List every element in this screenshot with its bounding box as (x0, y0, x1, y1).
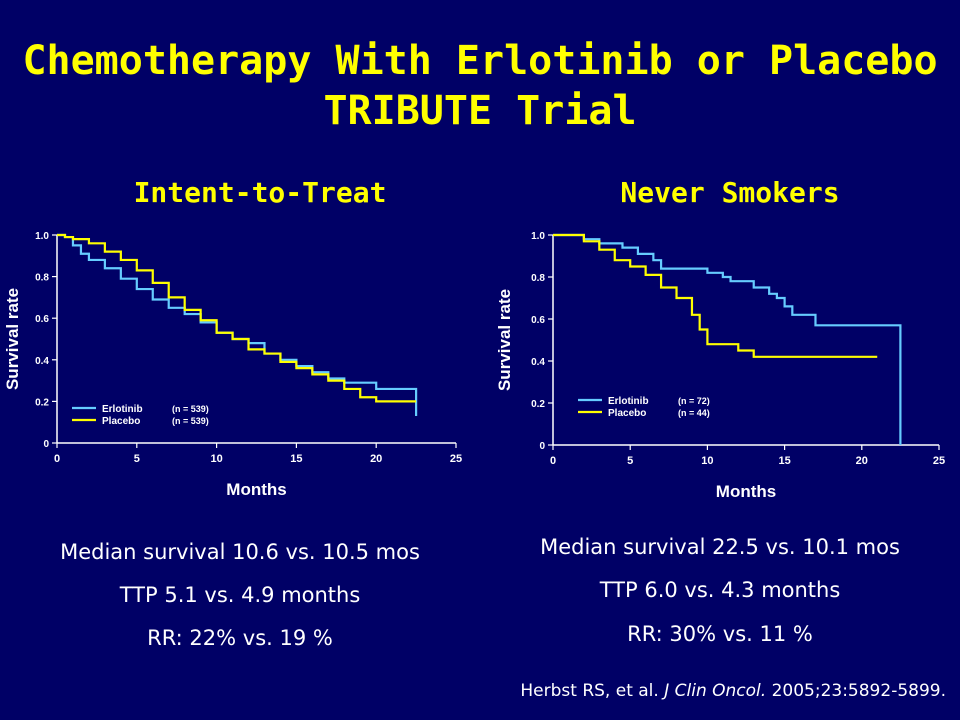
citation: Herbst RS, et al. J Clin Oncol. 2005;23:… (520, 681, 946, 701)
y-axis-label: Survival rate (3, 288, 22, 390)
left-stat-ttp: TTP 5.1 vs. 4.9 months (119, 583, 361, 607)
y-tick-label: 0.6 (35, 314, 49, 325)
slide-title-line2: TRIBUTE Trial (323, 88, 637, 134)
never-smokers-survival-chart: 0 0.2 0.4 0.6 0.8 1.0 0 5 10 15 20 25 Months Survival… (495, 231, 945, 501)
x-tick-label: 20 (370, 453, 382, 465)
x-tick-label: 20 (856, 455, 868, 467)
series-line-placebo (553, 233, 878, 358)
y-axis-label: Survival rate (495, 289, 514, 391)
x-tick-label: 25 (933, 455, 945, 467)
y-tick-label: 0.4 (531, 357, 545, 368)
legend-label-placebo: Placebo (608, 408, 646, 419)
y-tick-label: 1.0 (531, 231, 545, 242)
citation-authors: Herbst RS, et al. (520, 681, 665, 701)
series-line-placebo (57, 233, 417, 403)
x-axis-label: Months (226, 480, 286, 499)
legend-label-erlotinib: Erlotinib (608, 396, 649, 407)
y-tick-label: 0 (539, 441, 545, 452)
series-line-erlotinib (553, 233, 902, 445)
legend-n-placebo: (n = 44) (678, 408, 710, 418)
right-stat-ttp: TTP 6.0 vs. 4.3 months (599, 578, 841, 602)
x-tick-label: 5 (134, 453, 140, 465)
legend-label-erlotinib: Erlotinib (102, 404, 143, 415)
left-stat-median: Median survival 10.6 vs. 10.5 mos (60, 540, 420, 564)
legend-n-erlotinib: (n = 72) (678, 396, 710, 406)
right-panel-title: Never Smokers (620, 176, 840, 209)
legend-n-erlotinib: (n = 539) (172, 404, 209, 414)
legend-n-placebo: (n = 539) (172, 416, 209, 426)
x-tick-label: 10 (210, 453, 222, 465)
x-tick-label: 10 (701, 455, 713, 467)
y-tick-label: 0.6 (531, 315, 545, 326)
x-tick-label: 15 (778, 455, 790, 467)
y-tick-label: 1.0 (35, 231, 49, 242)
legend-label-placebo: Placebo (102, 416, 140, 427)
y-tick-label: 0.8 (35, 273, 49, 284)
y-tick-label: 0.2 (35, 397, 49, 408)
y-tick-label: 0.8 (531, 273, 545, 284)
x-tick-label: 0 (550, 455, 556, 467)
x-tick-label: 5 (627, 455, 633, 467)
series-line-erlotinib (57, 233, 418, 416)
y-tick-label: 0 (43, 439, 49, 450)
x-tick-label: 25 (450, 453, 462, 465)
itt-survival-chart: 0 0.2 0.4 0.6 0.8 1.0 0 5 10 15 20 25 Months Survival… (3, 231, 462, 499)
x-tick-label: 0 (54, 453, 60, 465)
x-axis-label: Months (716, 482, 776, 501)
y-tick-label: 0.2 (531, 399, 545, 410)
left-stat-rr: RR: 22% vs. 19 % (147, 626, 333, 650)
slide-title-line1: Chemotherapy With Erlotinib or Placebo (22, 38, 938, 84)
right-stat-median: Median survival 22.5 vs. 10.1 mos (540, 535, 900, 559)
citation-journal: J Clin Oncol. (664, 681, 767, 701)
left-panel-title: Intent-to-Treat (133, 176, 387, 209)
right-stat-rr: RR: 30% vs. 11 % (627, 622, 813, 646)
citation-rest: 2005;23:5892-5899. (766, 681, 946, 701)
y-tick-label: 0.4 (35, 356, 49, 367)
x-tick-label: 15 (290, 453, 302, 465)
